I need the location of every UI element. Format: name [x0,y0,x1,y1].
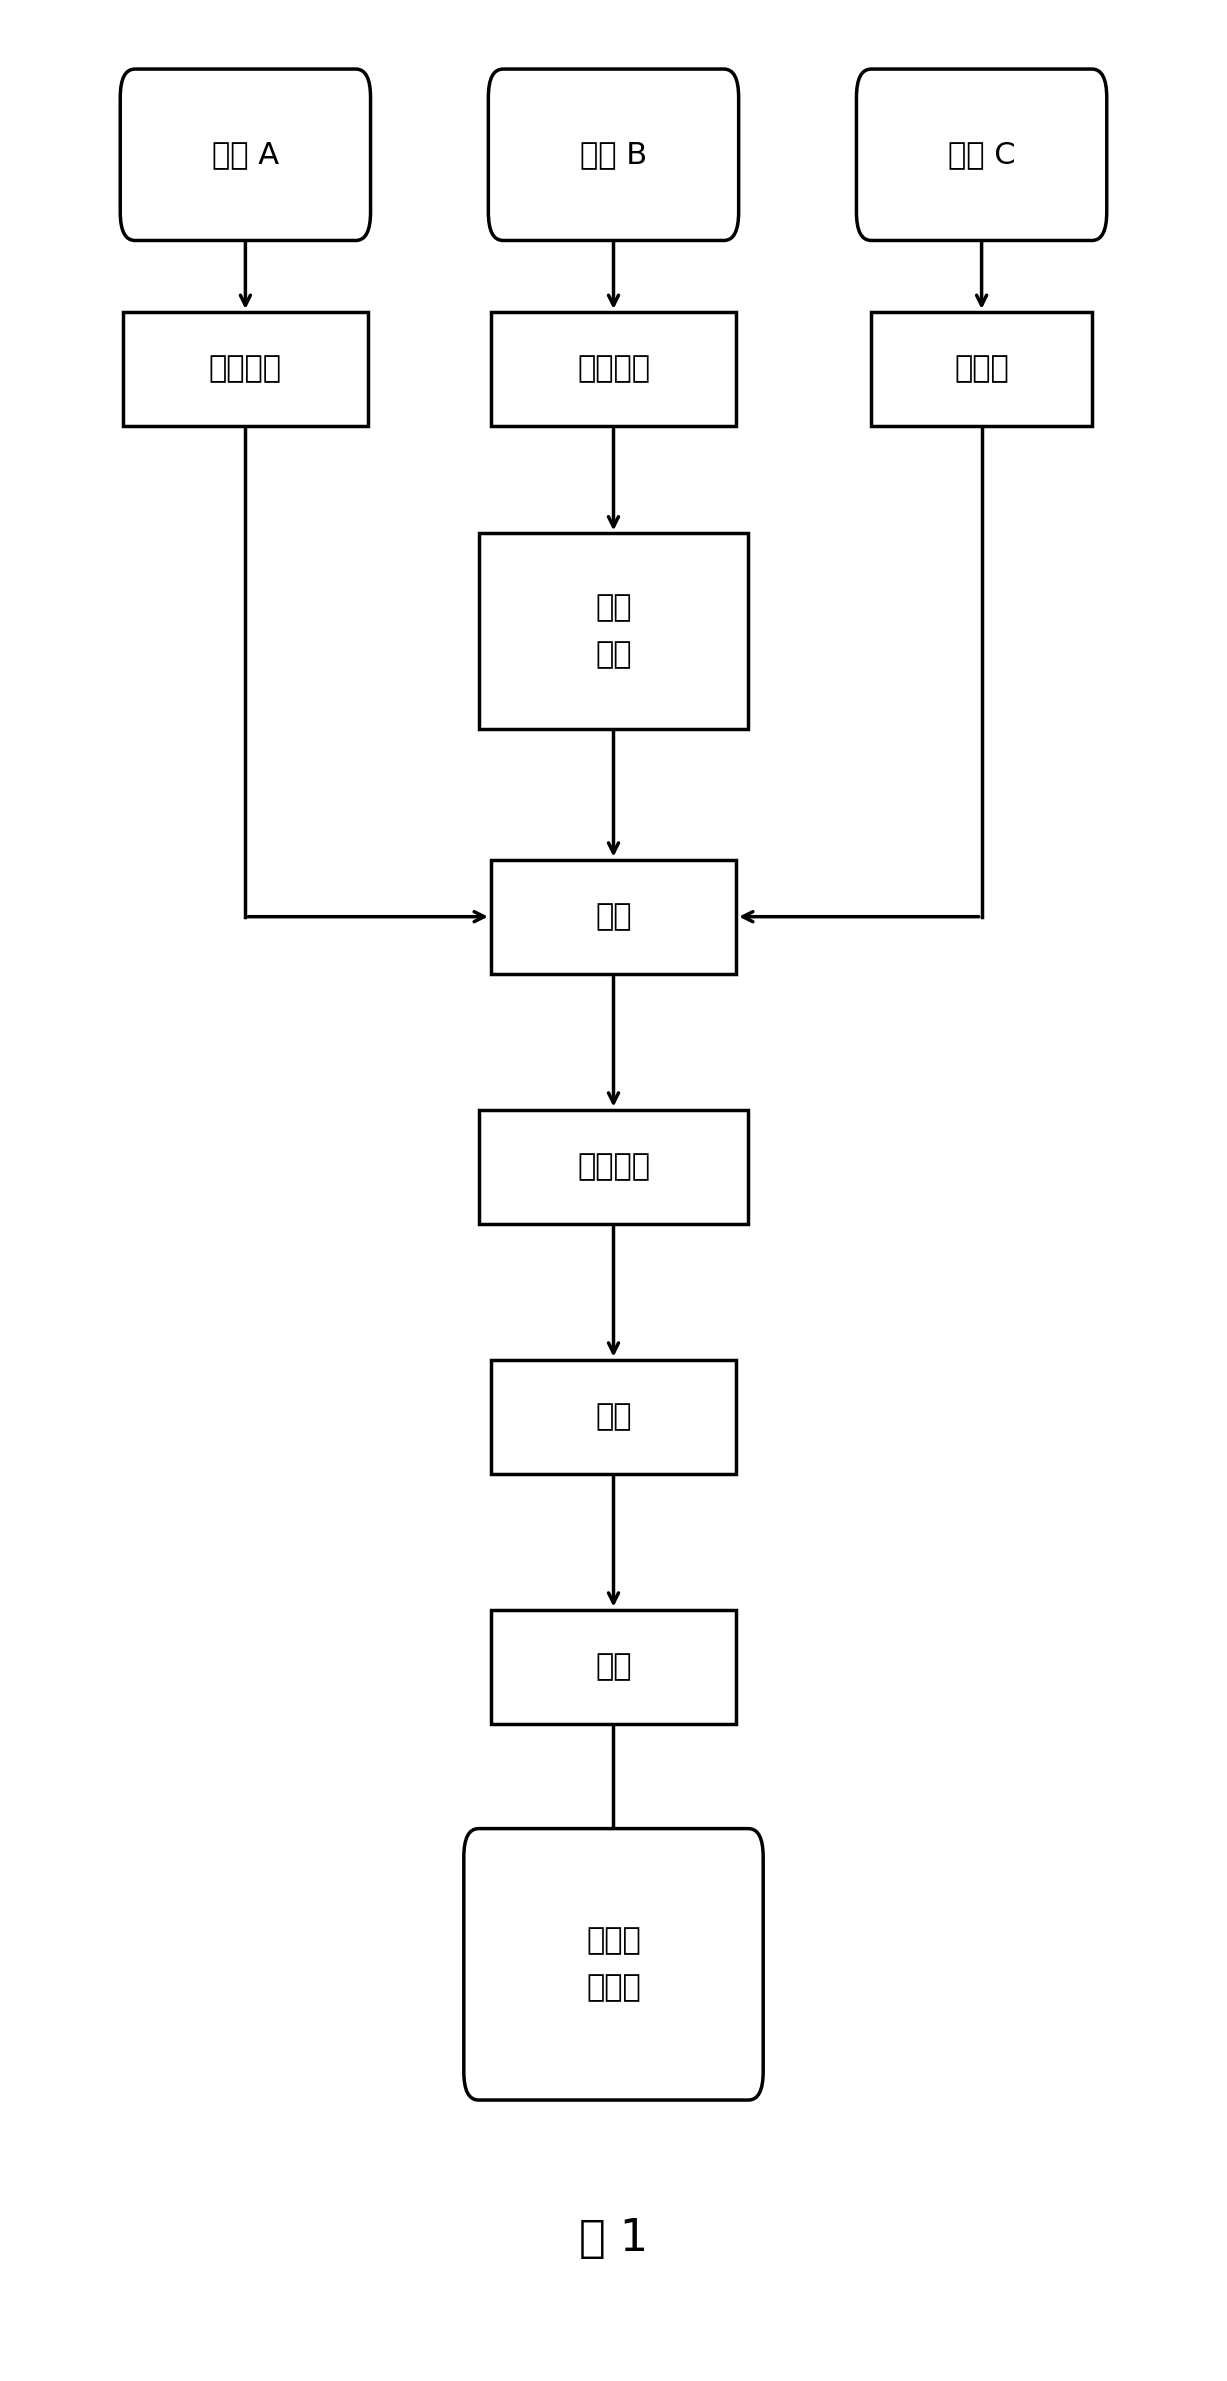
Bar [491,312,736,426]
Text: 粉碎处理: 粉碎处理 [577,1152,650,1181]
Bar [123,312,368,426]
FancyBboxPatch shape [464,1829,763,2100]
Text: 原料 A: 原料 A [212,140,279,169]
FancyBboxPatch shape [856,69,1107,240]
FancyBboxPatch shape [488,69,739,240]
Bar [871,312,1092,426]
Bar [479,1110,748,1224]
Text: 原料 C: 原料 C [947,140,1016,169]
Text: 图 1: 图 1 [579,2217,648,2260]
Text: 氢还原: 氢还原 [955,355,1009,383]
Text: 粉碎处理: 粉碎处理 [209,355,282,383]
Text: 成形: 成形 [595,1402,632,1431]
FancyBboxPatch shape [120,69,371,240]
Text: 烧结: 烧结 [595,1652,632,1681]
Text: 磁致伸
缩材料: 磁致伸 缩材料 [587,1926,640,2002]
Text: 原料 B: 原料 B [580,140,647,169]
Text: 称量: 称量 [595,902,632,931]
Text: 吸氢
处理: 吸氢 处理 [595,593,632,669]
Bar [491,1610,736,1724]
Bar [479,533,748,729]
Bar [491,1360,736,1474]
Text: 粉碎处理: 粉碎处理 [577,355,650,383]
Bar [491,860,736,974]
